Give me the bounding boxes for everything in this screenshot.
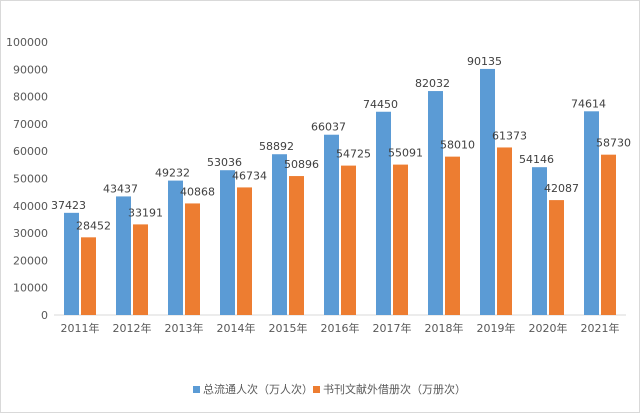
legend-swatch	[313, 386, 320, 393]
data-label: 46734	[232, 169, 267, 182]
data-label: 54146	[519, 153, 554, 166]
bar-loans	[81, 237, 96, 315]
data-label: 90135	[467, 55, 502, 68]
bar-loans	[237, 187, 252, 315]
bar-circulation	[64, 212, 79, 315]
data-label: 40868	[180, 185, 215, 198]
y-tick-label: 100000	[6, 36, 48, 49]
bar-loans	[185, 203, 200, 315]
x-tick-label: 2013年	[165, 321, 204, 335]
y-tick-label: 10000	[13, 282, 48, 295]
data-label: 58010	[440, 139, 475, 152]
data-label: 74614	[571, 97, 606, 110]
x-tick-label: 2020年	[529, 321, 568, 335]
bar-circulation	[116, 196, 131, 315]
y-tick-label: 30000	[13, 227, 48, 240]
bar-circulation	[324, 134, 339, 315]
bar-circulation	[272, 154, 287, 315]
data-label: 54725	[336, 148, 371, 161]
data-label: 53036	[207, 156, 242, 169]
bar-circulation	[376, 111, 391, 316]
bar-loans	[601, 154, 616, 315]
y-tick-label: 50000	[13, 173, 48, 186]
data-label: 37423	[51, 199, 86, 212]
x-tick-label: 2014年	[217, 321, 256, 335]
x-tick-label: 2015年	[269, 321, 308, 335]
bar-loans	[393, 164, 408, 315]
data-label: 66037	[311, 121, 346, 134]
legend-label: 总流通人次（万人次）	[203, 382, 313, 396]
data-label: 42087	[544, 182, 579, 195]
bar-circulation	[584, 111, 599, 316]
data-label: 33191	[128, 206, 163, 219]
data-label: 61373	[492, 129, 527, 142]
bar-loans	[445, 156, 460, 315]
x-tick-label: 2018年	[425, 321, 464, 335]
bar-loans	[289, 176, 304, 315]
x-tick-label: 2011年	[61, 321, 100, 335]
bar-circulation	[220, 170, 235, 315]
bar-loans	[497, 147, 512, 315]
bar-loans	[341, 165, 356, 315]
x-tick-label: 2019年	[477, 321, 516, 335]
bar-circulation	[428, 91, 443, 315]
data-label: 49232	[155, 167, 190, 180]
data-label: 50896	[284, 158, 319, 171]
data-label: 58730	[596, 137, 631, 150]
x-tick-label: 2021年	[581, 321, 620, 335]
y-tick-label: 40000	[13, 200, 48, 213]
data-label: 28452	[76, 219, 111, 232]
y-tick-label: 20000	[13, 254, 48, 267]
bar-loans	[549, 200, 564, 315]
bar-loans	[133, 224, 148, 315]
data-label: 58892	[259, 140, 294, 153]
bar-circulation	[480, 68, 495, 315]
data-label: 82032	[415, 77, 450, 90]
data-label: 43437	[103, 182, 138, 195]
legend-label: 书刊文献外借册次（万册次）	[323, 382, 466, 396]
bar-circulation	[168, 180, 183, 315]
bar-circulation	[532, 167, 547, 315]
y-tick-label: 0	[41, 309, 48, 322]
x-tick-label: 2012年	[113, 321, 152, 335]
x-tick-label: 2016年	[321, 321, 360, 335]
legend-swatch	[193, 386, 200, 393]
data-label: 55091	[388, 147, 423, 160]
data-label: 74450	[363, 98, 398, 111]
y-tick-label: 90000	[13, 63, 48, 76]
y-tick-label: 70000	[13, 118, 48, 131]
y-tick-label: 60000	[13, 145, 48, 158]
x-tick-label: 2017年	[373, 321, 412, 335]
y-tick-label: 80000	[13, 91, 48, 104]
